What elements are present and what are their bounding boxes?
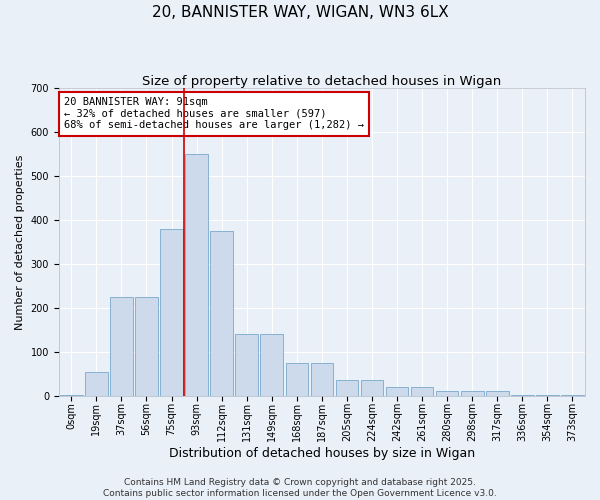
Bar	[335, 380, 358, 396]
Bar	[185, 154, 208, 396]
Bar	[286, 363, 308, 396]
Bar	[60, 394, 83, 396]
Bar	[486, 392, 509, 396]
Y-axis label: Number of detached properties: Number of detached properties	[15, 154, 25, 330]
Bar	[361, 380, 383, 396]
Bar	[110, 297, 133, 396]
Bar	[461, 392, 484, 396]
Text: Contains HM Land Registry data © Crown copyright and database right 2025.
Contai: Contains HM Land Registry data © Crown c…	[103, 478, 497, 498]
Bar	[411, 387, 433, 396]
Bar	[511, 394, 533, 396]
Bar	[211, 231, 233, 396]
Bar	[260, 334, 283, 396]
Bar	[386, 387, 409, 396]
Bar	[311, 363, 333, 396]
Bar	[135, 297, 158, 396]
Bar	[160, 228, 183, 396]
Text: 20 BANNISTER WAY: 91sqm
← 32% of detached houses are smaller (597)
68% of semi-d: 20 BANNISTER WAY: 91sqm ← 32% of detache…	[64, 97, 364, 130]
Bar	[85, 372, 107, 396]
X-axis label: Distribution of detached houses by size in Wigan: Distribution of detached houses by size …	[169, 447, 475, 460]
Bar	[235, 334, 258, 396]
Bar	[561, 394, 584, 396]
Bar	[436, 392, 458, 396]
Bar	[536, 394, 559, 396]
Title: Size of property relative to detached houses in Wigan: Size of property relative to detached ho…	[142, 75, 502, 88]
Text: 20, BANNISTER WAY, WIGAN, WN3 6LX: 20, BANNISTER WAY, WIGAN, WN3 6LX	[152, 5, 448, 20]
